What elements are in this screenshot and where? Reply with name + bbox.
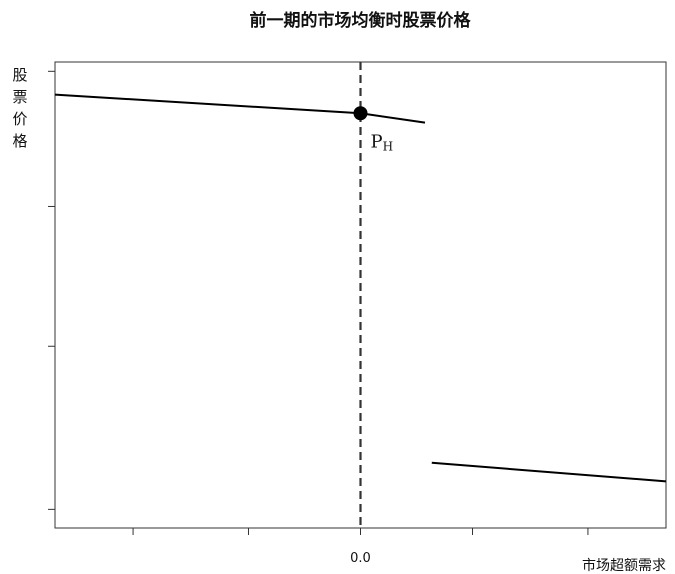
y-axis-label-char: 价 xyxy=(12,110,27,128)
y-axis-label-char: 票 xyxy=(12,88,27,106)
y-axis-label-char: 格 xyxy=(12,132,27,150)
x-axis-ticks: 0.0 xyxy=(132,528,589,566)
equilibrium-point-label: PH xyxy=(371,131,394,153)
chart-title: 前一期的市场均衡时股票价格 xyxy=(250,10,472,31)
x-tick-label: 0.0 xyxy=(350,551,371,566)
x-axis-label: 市场超额需求 xyxy=(582,557,666,574)
series-line xyxy=(431,461,667,483)
equilibrium-point-marker xyxy=(353,106,368,121)
y-axis-ticks xyxy=(48,70,55,510)
equilibrium-label-sub: H xyxy=(383,139,393,153)
y-axis-label: 股 票 价 格 xyxy=(12,66,27,150)
series-line xyxy=(54,93,426,124)
equilibrium-label-main: P xyxy=(371,131,383,152)
y-axis-label-char: 股 xyxy=(12,66,27,84)
